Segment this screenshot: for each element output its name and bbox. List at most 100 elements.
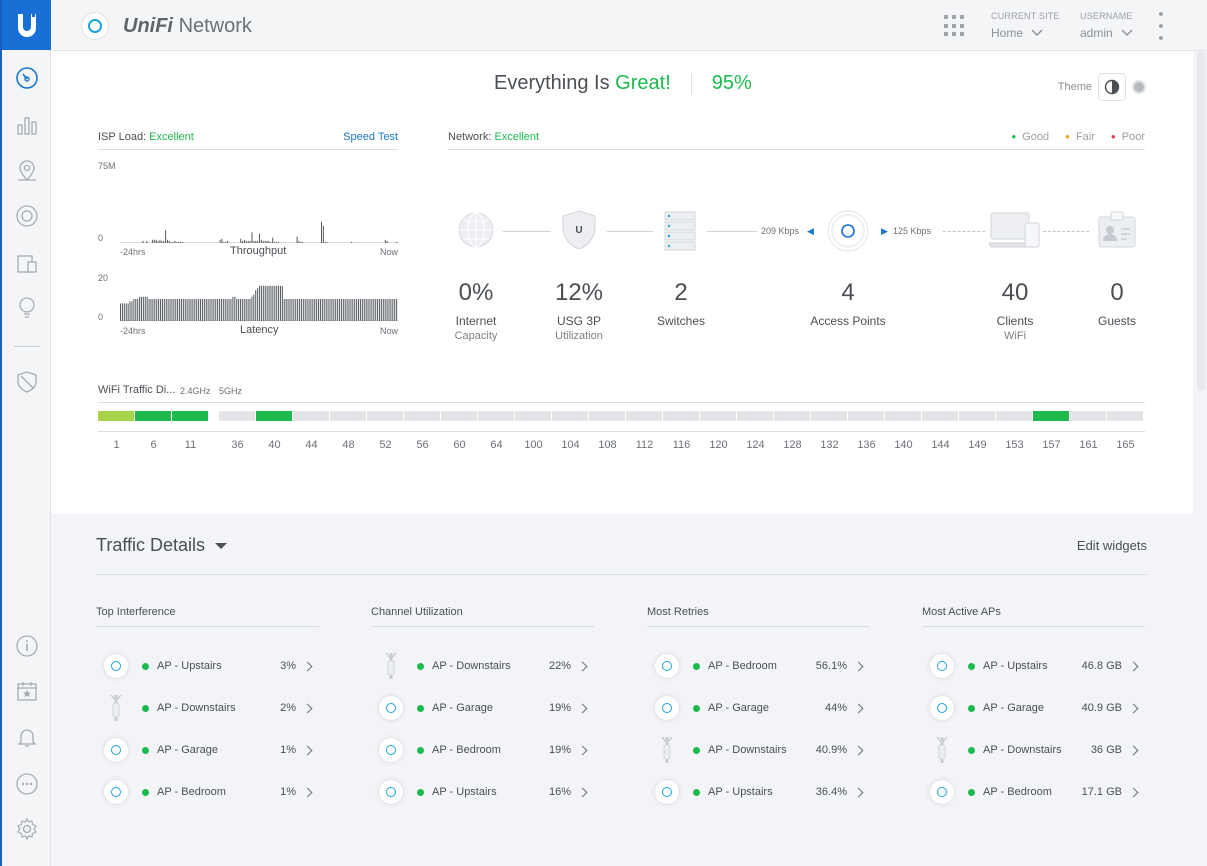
speed-test-link[interactable]: Speed Test	[343, 131, 398, 143]
traffic-details-dropdown[interactable]: Traffic Details	[96, 535, 228, 556]
channel-bar[interactable]	[330, 411, 366, 421]
channel-bar[interactable]	[663, 411, 699, 421]
list-item[interactable]: AP - Downstairs 40.9%	[647, 729, 870, 771]
throughput-bar	[275, 241, 277, 243]
latency-bar	[356, 299, 358, 321]
health-headline: Everything Is Great! 95%	[494, 72, 752, 94]
channel-bar[interactable]	[98, 411, 134, 421]
threat-shield-icon[interactable]	[14, 369, 40, 395]
channel-bar[interactable]	[1033, 411, 1069, 421]
shield-icon[interactable]: U	[561, 209, 597, 256]
latency-bar	[140, 296, 142, 321]
channel-bar[interactable]	[589, 411, 625, 421]
settings-gear-icon[interactable]	[14, 816, 40, 842]
list-item[interactable]: AP - Garage 44%	[647, 687, 870, 729]
list-item[interactable]: AP - Upstairs 36.4%	[647, 771, 870, 813]
chevron-right-icon	[577, 661, 588, 671]
alerts-bell-icon[interactable]	[14, 724, 40, 750]
switch-icon[interactable]	[663, 211, 697, 256]
channel-bar[interactable]	[848, 411, 884, 421]
channel-bar[interactable]	[478, 411, 514, 421]
brand[interactable]: UniFi Network	[81, 8, 252, 44]
list-item[interactable]: AP - Bedroom 19%	[371, 729, 594, 771]
channel-bar[interactable]	[737, 411, 773, 421]
globe-icon[interactable]	[457, 211, 495, 254]
list-item[interactable]: AP - Bedroom 1%	[96, 771, 319, 813]
ap-value: 19%	[548, 744, 571, 756]
list-item[interactable]: AP - Garage 19%	[371, 687, 594, 729]
scrollbar[interactable]	[1197, 51, 1205, 391]
channel-bar[interactable]	[293, 411, 329, 421]
channel-bar[interactable]	[172, 411, 208, 421]
theme-grey-button[interactable]	[1132, 80, 1146, 94]
devices-icon[interactable]	[988, 211, 1041, 254]
ap-name: AP - Downstairs	[983, 744, 1062, 756]
channel-bar[interactable]	[626, 411, 662, 421]
more-menu-icon[interactable]	[1154, 12, 1168, 40]
guest-badge-icon[interactable]	[1097, 211, 1137, 254]
map-icon[interactable]	[14, 158, 40, 184]
channel-label: 11	[184, 439, 197, 451]
unifi-logo[interactable]	[2, 0, 51, 50]
list-item[interactable]: AP - Garage 40.9 GB	[922, 687, 1145, 729]
status-dot-icon	[417, 788, 424, 796]
channel-bar[interactable]	[135, 411, 171, 421]
latency-bar	[363, 299, 365, 321]
edit-widgets-button[interactable]: Edit widgets	[1076, 538, 1147, 553]
list-item[interactable]: AP - Bedroom 17.1 GB	[922, 771, 1145, 813]
clients-icon[interactable]	[14, 251, 40, 277]
list-item[interactable]: AP - Downstairs 36 GB	[922, 729, 1145, 771]
chevron-right-icon	[1128, 703, 1139, 713]
list-item[interactable]: AP - Garage 1%	[96, 729, 319, 771]
channel-bar[interactable]	[441, 411, 477, 421]
channel-bar[interactable]	[367, 411, 403, 421]
access-point-icon[interactable]	[826, 209, 870, 258]
throughput-bar	[161, 240, 163, 243]
channel-bar[interactable]	[885, 411, 921, 421]
channel-bar[interactable]	[552, 411, 588, 421]
chat-support-icon[interactable]	[14, 771, 40, 797]
latency-bar	[255, 290, 257, 321]
latency-bar	[346, 299, 348, 321]
network-header: Network: Excellent	[448, 131, 1145, 150]
channel-bar[interactable]	[774, 411, 810, 421]
latency-bar	[342, 299, 344, 321]
insights-icon[interactable]	[14, 294, 40, 320]
widget-title: Most Active APs	[922, 606, 1145, 627]
channel-bar[interactable]	[256, 411, 292, 421]
channel-bar[interactable]	[700, 411, 736, 421]
username-selector[interactable]: USERNAME admin	[1080, 11, 1133, 40]
list-item[interactable]: AP - Downstairs 22%	[371, 645, 594, 687]
channel-bar[interactable]	[1070, 411, 1106, 421]
list-item[interactable]: AP - Downstairs 2%	[96, 687, 319, 729]
throughput-bar	[326, 241, 328, 243]
theme-contrast-button[interactable]	[1098, 73, 1126, 101]
channel-bar[interactable]	[959, 411, 995, 421]
channel-bar[interactable]	[922, 411, 958, 421]
channel-bar[interactable]	[811, 411, 847, 421]
status-dot-icon	[142, 662, 149, 670]
events-calendar-icon[interactable]	[14, 678, 40, 704]
channel-bar[interactable]	[515, 411, 551, 421]
current-site-selector[interactable]: CURRENT SITE Home	[991, 11, 1060, 40]
channel-bar[interactable]	[219, 411, 255, 421]
latency-bar	[365, 299, 367, 321]
latency-bar	[293, 299, 295, 321]
username-value: admin	[1080, 26, 1113, 40]
list-item[interactable]: AP - Upstairs 3%	[96, 645, 319, 687]
channel-bar[interactable]	[404, 411, 440, 421]
latency-bar	[380, 299, 382, 321]
info-icon[interactable]	[14, 633, 40, 659]
dashboard-icon[interactable]	[14, 65, 40, 91]
channel-bar[interactable]	[996, 411, 1032, 421]
list-item[interactable]: AP - Upstairs 16%	[371, 771, 594, 813]
channel-bar[interactable]	[1107, 411, 1143, 421]
list-item[interactable]: AP - Upstairs 46.8 GB	[922, 645, 1145, 687]
list-item[interactable]: AP - Bedroom 56.1%	[647, 645, 870, 687]
apps-grid-icon[interactable]	[944, 15, 966, 37]
latency-bar	[319, 299, 321, 321]
ap-value: 40.9 GB	[1081, 702, 1122, 714]
throughput-bar	[245, 240, 247, 243]
devices-nav-icon[interactable]	[14, 203, 40, 229]
statistics-icon[interactable]	[14, 112, 40, 138]
